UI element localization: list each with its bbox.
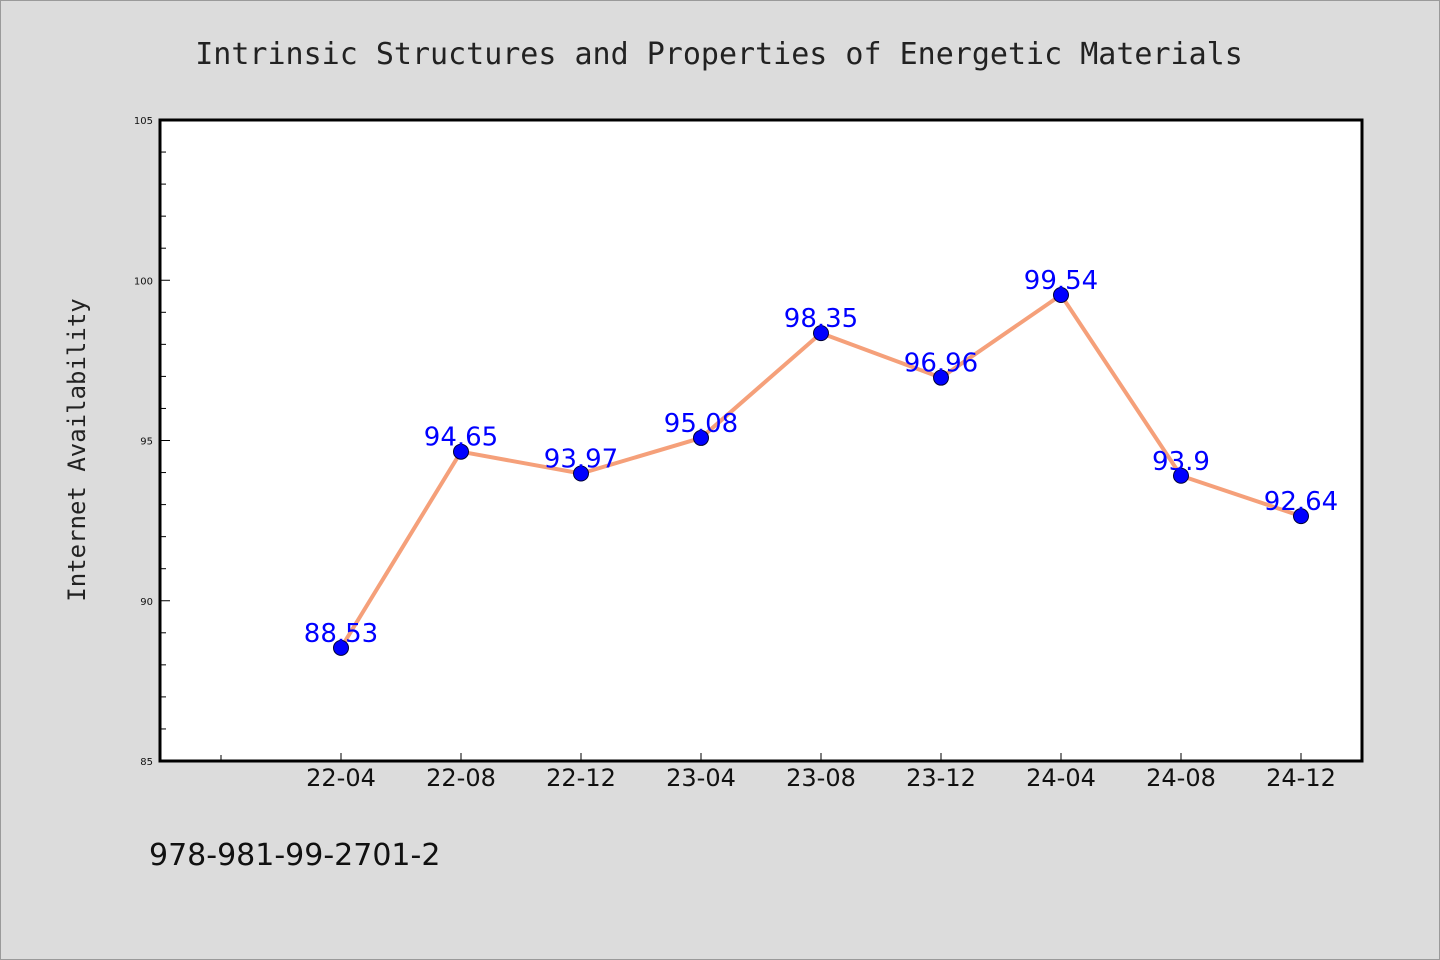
data-label: 93.9 xyxy=(1152,447,1210,477)
x-tick-label: 22-04 xyxy=(306,764,376,792)
data-label: 92.64 xyxy=(1264,487,1338,517)
y-tick-label: 85 xyxy=(140,757,153,768)
data-point xyxy=(453,443,469,460)
y-tick-label: 100 xyxy=(134,276,153,287)
series-layer: 88.53 94.65 93.97 95.08 98.35 96.96 99.54 93.9 9… xyxy=(304,266,1338,656)
data-point xyxy=(573,465,589,482)
y-axis-label: Internet Availability xyxy=(63,298,91,601)
x-tick-label: 22-12 xyxy=(546,764,616,792)
y-tick-label: 95 xyxy=(140,437,153,448)
data-point xyxy=(1293,508,1309,525)
y-axis-ticks: 85 90 95 100 105 xyxy=(134,116,170,768)
data-point xyxy=(813,325,829,342)
y-tick-label: 105 xyxy=(134,116,153,127)
data-label: 95.08 xyxy=(664,409,738,439)
x-tick-label: 24-12 xyxy=(1266,764,1336,792)
data-point xyxy=(1053,286,1069,303)
x-axis-ticks: 22-04 22-08 22-12 23-04 23-08 23-12 24-04 24-08… xyxy=(220,753,1336,792)
chart-title: Intrinsic Structures and Properties of E… xyxy=(195,37,1243,72)
x-tick-label: 24-08 xyxy=(1146,764,1216,792)
x-tick-label: 23-12 xyxy=(906,764,976,792)
data-label: 93.97 xyxy=(544,445,618,475)
x-tick-label: 22-08 xyxy=(426,764,496,792)
data-label: 88.53 xyxy=(304,619,378,649)
data-point xyxy=(1173,467,1189,484)
data-point xyxy=(333,639,349,656)
data-point xyxy=(933,369,949,386)
data-label: 96.96 xyxy=(904,349,978,379)
footnote: 978-981-99-2701-2 xyxy=(149,838,440,873)
y-tick-label: 90 xyxy=(140,597,153,608)
x-tick-label: 23-08 xyxy=(786,764,856,792)
data-label: 98.35 xyxy=(784,304,858,334)
data-label: 99.54 xyxy=(1024,266,1098,296)
x-tick-label: 23-04 xyxy=(666,764,736,792)
x-tick-label: 24-04 xyxy=(1026,764,1096,792)
data-point xyxy=(693,429,709,446)
plot-area xyxy=(158,118,1364,763)
data-label: 94.65 xyxy=(424,423,498,453)
